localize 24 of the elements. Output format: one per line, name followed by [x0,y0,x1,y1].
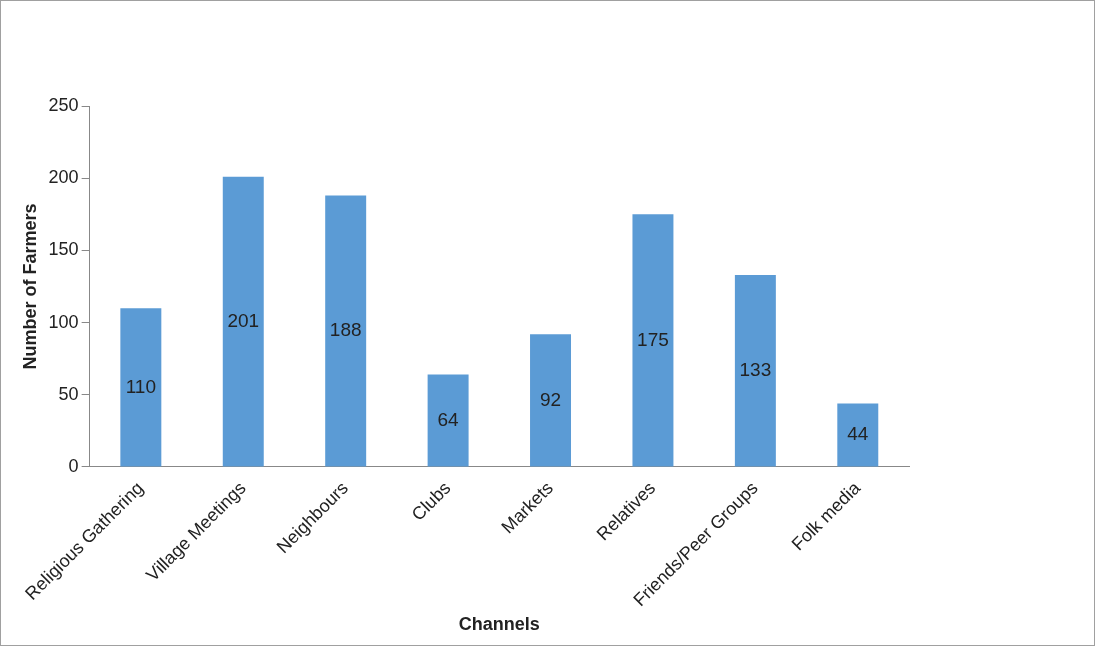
y-tick-label: 100 [48,311,79,332]
bar [325,195,367,467]
bar [530,334,572,467]
data-label: 110 [125,375,156,397]
y-tick-label: 0 [68,455,79,476]
bar [427,374,469,467]
data-label: 175 [637,328,669,350]
bar [222,176,264,467]
y-tick-label: 250 [48,94,79,115]
bar [632,214,674,467]
data-label: 201 [227,309,260,331]
bar [120,308,162,467]
y-tick-label: 150 [48,239,79,260]
data-label: 188 [329,319,362,341]
x-axis-title: Channels [458,614,540,635]
y-axis-title: Number of Farmers [19,203,40,370]
data-label: 64 [437,408,460,430]
data-label: 44 [847,423,869,445]
bar [837,403,879,467]
data-label: 92 [539,388,562,410]
y-tick-label: 200 [48,167,79,188]
y-tick-label: 50 [58,383,79,404]
data-label: 133 [739,358,772,380]
bar [734,274,776,467]
